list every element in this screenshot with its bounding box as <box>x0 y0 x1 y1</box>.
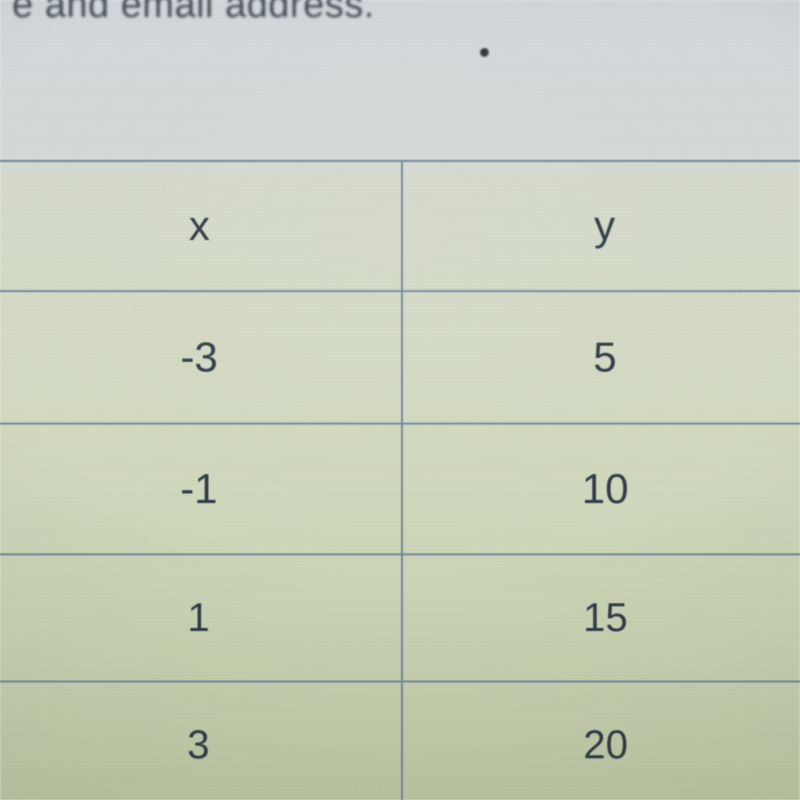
cell-y: 5 <box>402 291 800 423</box>
cell-y: 10 <box>402 424 800 555</box>
cell-x: -1 <box>0 424 402 555</box>
cell-y: 15 <box>402 554 800 681</box>
table-row: 1 15 <box>0 554 800 681</box>
xy-table: x y -3 5 -1 10 1 15 3 20 <box>0 160 800 800</box>
cell-x: -3 <box>0 291 402 423</box>
cell-y: 20 <box>402 681 800 800</box>
table-row: -3 5 <box>0 291 800 423</box>
table-row: 3 20 <box>0 681 800 800</box>
table-row: -1 10 <box>0 424 800 555</box>
cropped-instruction-text: e and email address. <box>12 0 375 27</box>
screen-speck <box>480 48 489 57</box>
col-header-x: x <box>0 161 402 291</box>
table-header-row: x y <box>0 161 800 291</box>
col-header-y: y <box>402 161 800 291</box>
screen-photo: e and email address. x y -3 5 -1 10 1 15 <box>0 0 800 800</box>
cell-x: 1 <box>0 554 402 681</box>
cell-x: 3 <box>0 681 402 800</box>
